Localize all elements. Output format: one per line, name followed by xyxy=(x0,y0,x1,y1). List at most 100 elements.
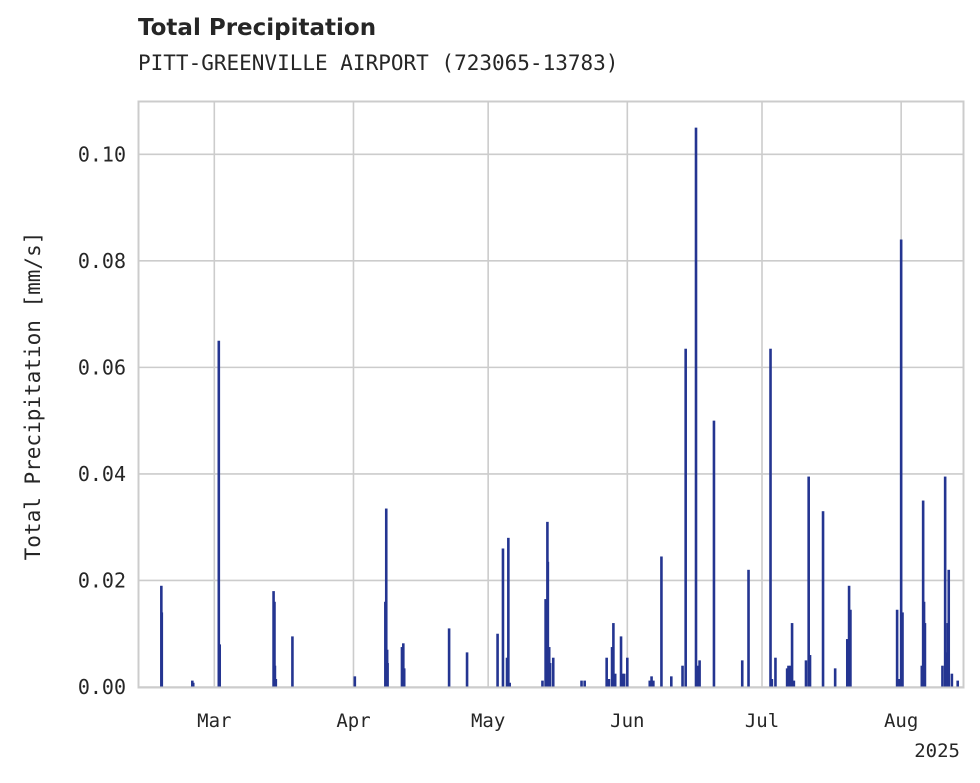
precipitation-bar xyxy=(218,644,222,687)
chart-subtitle: PITT-GREENVILLE AIRPORT (723065-13783) xyxy=(138,51,619,75)
precipitation-bar xyxy=(508,682,511,687)
precipitation-bar xyxy=(941,665,944,687)
x-tick-label: Mar xyxy=(197,710,231,732)
precipitation-bar xyxy=(402,643,405,687)
precipitation-bar xyxy=(548,663,552,687)
precipitation-bar xyxy=(546,561,550,687)
precipitation-bar xyxy=(950,673,954,687)
x-tick-label: May xyxy=(471,710,505,732)
precipitation-bar xyxy=(947,569,951,687)
precipitation-bar xyxy=(622,673,626,687)
precipitation-bar xyxy=(402,668,406,687)
precipitation-bar xyxy=(507,537,510,687)
precipitation-bar xyxy=(619,636,623,687)
y-axis-label: Total Precipitation [mm/s] xyxy=(21,232,45,561)
y-tick-label: 0.10 xyxy=(78,142,126,166)
precipitation-bar xyxy=(505,657,509,687)
precipitation-bar xyxy=(386,663,389,687)
y-tick-label: 0.00 xyxy=(78,675,126,699)
precipitation-bar xyxy=(684,348,687,687)
x-tick-label: Jun xyxy=(610,710,644,732)
precipitation-bar xyxy=(160,612,164,687)
precipitation-bar xyxy=(807,476,810,687)
plot-frame xyxy=(137,100,965,689)
y-tick-label: 0.08 xyxy=(78,249,126,273)
x-axis-ticks: Mar Apr May Jun Jul Aug xyxy=(197,710,918,732)
precipitation-bar xyxy=(660,556,663,687)
precipitation-bar xyxy=(291,636,294,687)
precipitation-series xyxy=(160,127,960,688)
precipitation-bar xyxy=(849,609,852,687)
precipitation-bar xyxy=(605,657,608,687)
precipitation-bar xyxy=(496,633,499,687)
precipitation-bar xyxy=(217,340,221,687)
precipitation-bar xyxy=(712,420,716,687)
y-tick-label: 0.04 xyxy=(78,462,126,486)
precipitation-bar xyxy=(613,673,617,687)
precipitation-bar xyxy=(770,679,774,687)
precipitation-bar xyxy=(943,476,947,687)
precipitation-bar xyxy=(956,680,960,687)
precipitation-bar xyxy=(790,623,794,687)
precipitation-bar xyxy=(785,668,789,687)
precipitation-bar xyxy=(740,660,744,687)
precipitation-bar xyxy=(465,652,469,687)
precipitation-bar xyxy=(501,548,505,687)
precipitation-bar xyxy=(769,348,772,687)
x-axis-year-label: 2025 xyxy=(914,740,960,762)
precipitation-bar xyxy=(923,623,927,687)
precipitation-bar xyxy=(747,569,750,687)
precipitation-bar xyxy=(191,682,195,687)
precipitation-bar xyxy=(544,599,547,687)
x-tick-label: Apr xyxy=(336,710,370,732)
precipitation-bar xyxy=(681,665,684,687)
precipitation-bar xyxy=(353,676,357,687)
precipitation-bar xyxy=(821,511,825,687)
precipitation-bar xyxy=(273,601,276,687)
precipitation-bar xyxy=(787,665,790,687)
precipitation-bar xyxy=(551,657,555,687)
chart-title: Total Precipitation xyxy=(138,15,377,41)
x-tick-label: Jul xyxy=(745,710,779,732)
precipitation-bar xyxy=(698,660,701,687)
grid-lines xyxy=(138,101,964,688)
precipitation-bar xyxy=(670,676,673,687)
y-axis-ticks: 0.00 0.02 0.04 0.06 0.08 0.10 xyxy=(78,142,126,699)
precipitation-bar xyxy=(833,668,837,687)
precipitation-bar xyxy=(792,680,796,687)
x-tick-label: Aug xyxy=(884,710,918,732)
precipitation-bar xyxy=(400,647,404,687)
precipitation-bar xyxy=(583,680,586,687)
precipitation-bar xyxy=(920,665,924,687)
precipitation-bar xyxy=(626,657,629,687)
precipitation-bar xyxy=(610,647,614,687)
precipitation-bar xyxy=(845,639,849,687)
precipitation-bar xyxy=(694,127,698,688)
precipitation-bar xyxy=(447,628,451,687)
precipitation-bar xyxy=(804,660,808,687)
precipitation-bar xyxy=(847,585,851,687)
precipitation-bar xyxy=(696,665,700,687)
y-tick-label: 0.06 xyxy=(78,355,126,379)
precipitation-bar xyxy=(808,655,812,687)
precipitation-bar xyxy=(541,680,544,687)
precipitation-bar xyxy=(607,679,611,687)
precipitation-bar xyxy=(921,500,925,687)
precipitation-bar xyxy=(901,612,904,687)
precipitation-bar xyxy=(898,679,901,687)
precipitation-bar xyxy=(789,665,793,687)
precipitation-bar xyxy=(648,680,652,687)
precipitation-bar xyxy=(274,679,278,687)
precipitation-bar xyxy=(621,673,624,687)
precipitation-bar xyxy=(899,239,903,687)
precipitation-bar xyxy=(580,680,583,687)
y-tick-label: 0.02 xyxy=(78,568,126,592)
precipitation-bar xyxy=(273,665,277,687)
precipitation-bar xyxy=(652,680,655,687)
precipitation-bar xyxy=(895,609,899,687)
precipitation-bar xyxy=(650,676,653,687)
precipitation-bar xyxy=(612,623,615,687)
precipitation-bar xyxy=(945,652,948,687)
precipitation-bar xyxy=(774,657,777,687)
